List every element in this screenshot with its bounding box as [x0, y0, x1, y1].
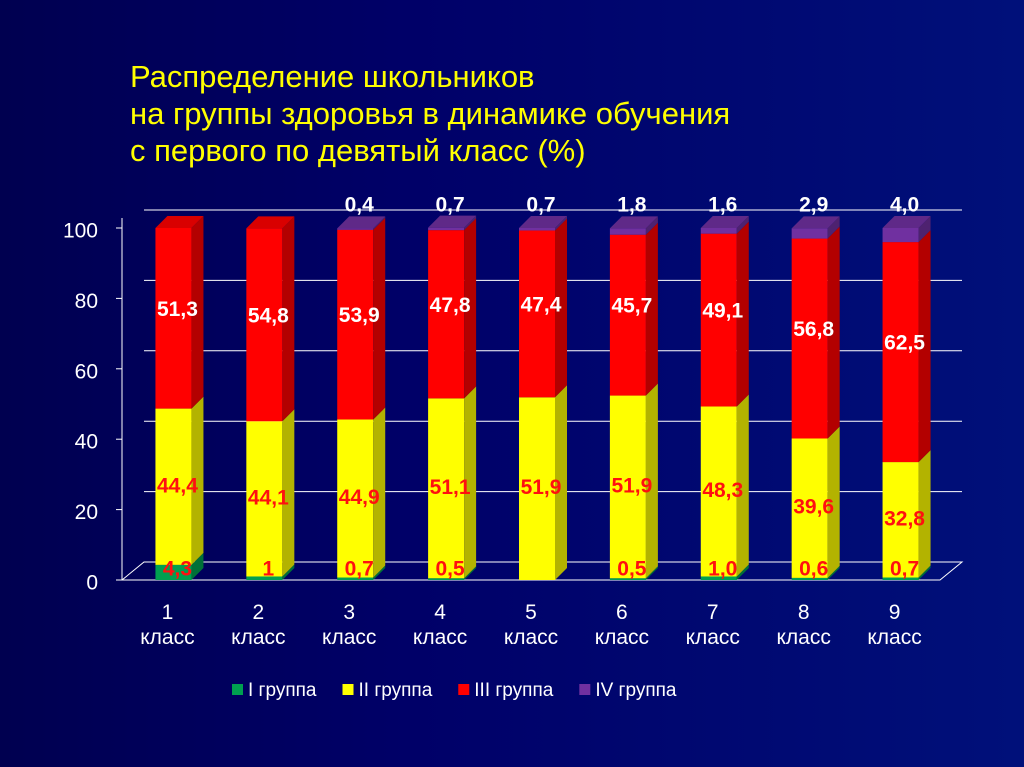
data-label: 39,6	[793, 496, 834, 519]
legend-label: IV группа	[595, 680, 677, 701]
bar-segment	[337, 565, 386, 580]
legend-swatch	[579, 684, 591, 695]
bar-segment	[155, 552, 204, 580]
legend-label: II группа	[359, 680, 433, 701]
data-label: 32,8	[884, 507, 925, 530]
data-label: 44,4	[157, 474, 198, 497]
bar-segment	[791, 565, 840, 580]
y-tick-label: 20	[75, 501, 98, 524]
data-label: 51,9	[611, 474, 652, 497]
data-label: 47,8	[430, 294, 471, 317]
bar-segment	[791, 426, 840, 578]
data-label: 47,4	[521, 293, 562, 316]
bar-segment	[700, 216, 749, 234]
bar-segment	[791, 216, 840, 239]
bar-segment	[246, 409, 295, 577]
bar-segment	[337, 216, 386, 230]
data-label: 0,4	[345, 194, 375, 217]
data-label: 54,8	[248, 304, 289, 327]
data-label: 0,5	[617, 558, 647, 581]
bar-segment	[609, 566, 658, 580]
x-tick-label: 5 класс	[503, 601, 559, 649]
x-tick-label: 6 класс	[594, 601, 650, 649]
data-label: 0,7	[345, 558, 374, 581]
bar-segment	[882, 216, 931, 243]
legend-label: I группа	[248, 680, 317, 701]
bar-segment	[791, 226, 840, 439]
bar-segment	[882, 450, 931, 578]
bar-segment	[428, 386, 477, 579]
data-label: 51,3	[157, 298, 198, 321]
y-tick-label: 80	[75, 290, 98, 313]
bar-segment	[700, 564, 749, 580]
data-label: 2,9	[799, 194, 828, 217]
bar-segment	[882, 565, 931, 580]
bar-segment	[428, 215, 477, 231]
data-label: 48,3	[702, 479, 743, 502]
data-label: 51,1	[430, 476, 471, 499]
bar-segment	[519, 218, 567, 398]
data-label: 0,7	[890, 558, 919, 581]
bar-segment	[700, 221, 749, 407]
y-tick-label: 60	[75, 360, 98, 383]
legend-swatch	[232, 684, 243, 695]
x-tick-label: 2 класс	[231, 601, 286, 649]
bar-segment	[155, 396, 204, 565]
data-label: 44,9	[339, 486, 380, 509]
bar-segment	[428, 218, 477, 399]
bar-segment	[337, 217, 386, 420]
bar-segment	[609, 383, 658, 579]
data-label: 62,5	[884, 332, 925, 355]
y-tick-label: 100	[63, 220, 98, 243]
data-label: 45,7	[611, 295, 652, 318]
bar-segment	[246, 216, 295, 422]
data-label: 53,9	[339, 304, 380, 327]
bar-segment	[246, 564, 295, 580]
data-label: 4,3	[163, 558, 192, 581]
x-tick-label: 4 класс	[412, 601, 468, 649]
y-tick-label: 40	[75, 431, 98, 454]
bar-segment	[337, 407, 386, 578]
data-label: 1	[262, 558, 274, 581]
x-tick-label: 3 класс	[322, 601, 377, 649]
title-line: с первого по девятый класс (%)	[130, 133, 586, 168]
data-label: 4,0	[890, 194, 919, 217]
legend-swatch	[342, 684, 354, 695]
bar-segment	[609, 222, 658, 396]
bar-segment	[882, 230, 931, 463]
legend-label: III группа	[474, 680, 553, 701]
data-label: 0,6	[799, 558, 828, 581]
bar-segment	[155, 216, 204, 409]
x-tick-label: 8 класс	[776, 601, 831, 649]
data-label: 56,8	[793, 318, 834, 341]
bar-segment	[700, 394, 749, 577]
title-line: Распределение школьников	[130, 59, 535, 94]
data-label: 49,1	[702, 300, 743, 323]
x-tick-label: 1 класс	[140, 601, 195, 649]
data-label: 44,1	[248, 486, 289, 509]
x-tick-label: 9 класс	[867, 601, 922, 649]
bar-segment	[519, 385, 567, 580]
data-label: 0,5	[436, 558, 466, 581]
bar-segment	[609, 216, 658, 235]
data-label: 51,9	[521, 476, 562, 499]
y-tick-label: 0	[86, 572, 98, 595]
x-tick-label: 7 класс	[685, 601, 740, 649]
data-label: 1,0	[708, 558, 737, 581]
data-label: 0,7	[436, 194, 465, 217]
legend-swatch	[458, 684, 470, 695]
title-line: на группы здоровья в динамике обучения	[130, 96, 731, 131]
data-label: 1,6	[708, 194, 737, 217]
data-label: 0,7	[526, 194, 555, 217]
bar-segment	[428, 566, 477, 580]
data-label: 1,8	[617, 194, 647, 217]
chart-title: Распределение школьников на группы здоро…	[130, 58, 730, 169]
bar-segment	[519, 216, 567, 231]
